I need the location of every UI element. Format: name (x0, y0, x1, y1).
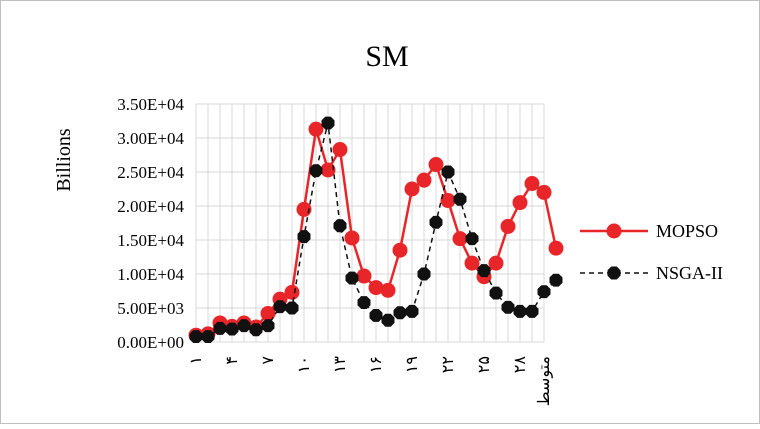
y-tick-label: 2.00E+04 (117, 197, 184, 216)
data-point (344, 230, 360, 246)
series-lines (188, 116, 564, 343)
data-point (392, 242, 408, 258)
data-point (417, 267, 431, 281)
data-point (297, 230, 311, 244)
y-tick-label: 2.50E+04 (117, 163, 184, 182)
data-point (357, 296, 371, 309)
data-point (333, 219, 347, 233)
legend-marker (606, 223, 622, 239)
grid-lines (195, 103, 545, 343)
data-point (368, 280, 384, 296)
data-point (381, 313, 395, 327)
x-tick-label: ۲۵ (476, 356, 493, 373)
data-point (213, 321, 227, 335)
y-tick-label: 5.00E+03 (117, 299, 184, 318)
data-point (428, 157, 444, 173)
chart-title: SM (365, 40, 408, 73)
legend-marker (607, 266, 621, 280)
data-point (548, 240, 564, 256)
data-point (440, 193, 456, 209)
data-point (320, 162, 336, 178)
y-tick-labels: 0.00E+00 5.00E+03 1.00E+04 1.50E+04 2.00E+04… (117, 95, 184, 352)
data-point (500, 218, 516, 234)
x-tick-label: ۱۹ (404, 356, 421, 373)
data-point (260, 305, 276, 321)
data-point (536, 184, 552, 200)
data-point (452, 231, 468, 247)
y-tick-label: 3.00E+04 (117, 129, 184, 148)
y-axis-label: Billions (53, 128, 75, 192)
data-point (488, 255, 504, 271)
data-point (284, 284, 300, 300)
data-point (201, 330, 215, 343)
data-point (332, 142, 348, 158)
data-point (225, 322, 239, 336)
x-tick-labels: ۱ ۴ ۷ ۱۰ ۱۳ ۱۶ ۱۹ ۲۲ ۲۵ ۲۸ متوسط (188, 356, 553, 407)
y-tick-label: 1.00E+04 (117, 265, 184, 284)
data-point (273, 300, 287, 314)
legend: MOPSO NSGA-II (580, 221, 723, 283)
data-point (524, 176, 540, 192)
data-point (345, 271, 359, 285)
data-point (261, 319, 275, 333)
x-tick-label: ۱۳ (332, 356, 349, 374)
x-tick-label: ۲۲ (440, 356, 457, 373)
x-tick-label: ۱۰ (296, 356, 313, 373)
data-point (369, 309, 383, 322)
data-point (489, 286, 503, 300)
data-point (309, 164, 323, 178)
data-point (549, 273, 563, 287)
data-point (453, 192, 467, 206)
data-point (308, 121, 324, 137)
data-point (404, 181, 420, 197)
data-point (465, 232, 479, 246)
data-point (512, 195, 528, 211)
data-point (537, 285, 551, 299)
data-point (464, 255, 480, 271)
y-tick-label: 1.50E+04 (117, 231, 184, 250)
x-tick-label: ۴ (224, 356, 241, 365)
data-point (380, 282, 396, 298)
data-point (249, 323, 263, 337)
data-point (321, 116, 335, 130)
data-point (405, 304, 419, 318)
x-tick-label: ۱ (188, 356, 205, 365)
x-tick-label: ۱۶ (368, 356, 385, 373)
data-point (416, 172, 432, 188)
legend-label: NSGA-II (656, 263, 723, 283)
data-point (429, 215, 443, 229)
y-tick-label: 0.00E+00 (117, 333, 184, 352)
x-tick-label: ۲۸ (512, 356, 529, 374)
x-tick-label: متوسط (536, 356, 553, 406)
y-tick-label: 3.50E+04 (117, 95, 184, 114)
data-point (501, 300, 515, 314)
legend-label: MOPSO (656, 221, 718, 241)
data-point (189, 330, 203, 343)
data-point (441, 165, 455, 179)
data-point (513, 304, 527, 318)
data-point (525, 304, 539, 318)
data-point (237, 319, 251, 333)
data-point (356, 268, 372, 284)
data-point (477, 264, 491, 278)
data-point (393, 306, 407, 320)
x-tick-label: ۷ (260, 356, 277, 365)
data-point (285, 301, 299, 315)
